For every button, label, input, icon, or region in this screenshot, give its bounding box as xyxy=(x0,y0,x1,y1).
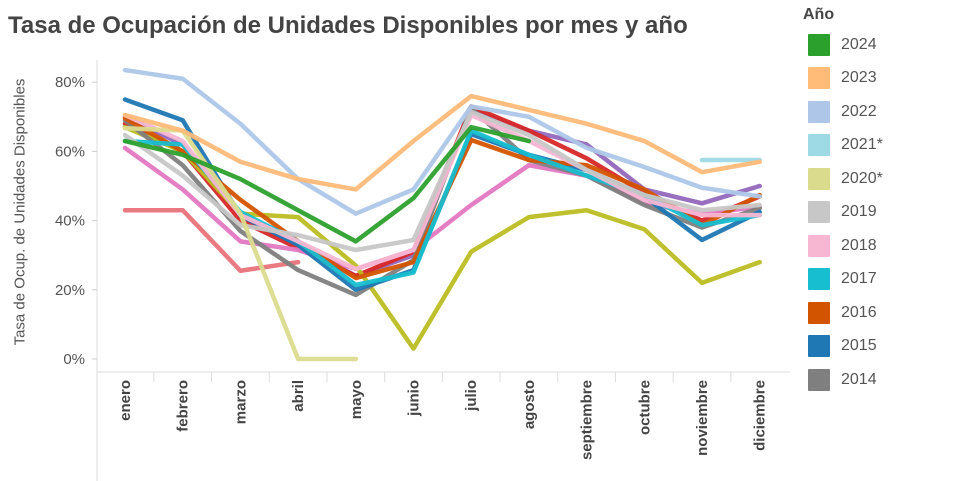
y-tick-label: 20% xyxy=(55,282,85,299)
legend-item-2022[interactable]: 2022 xyxy=(803,95,883,129)
legend-label: 2024 xyxy=(841,35,877,53)
x-tick-label: junio xyxy=(406,380,423,417)
series-line-2022[interactable] xyxy=(122,67,762,216)
legend-label: 2014 xyxy=(841,370,877,388)
legend-item-2019[interactable]: 2019 xyxy=(803,196,883,230)
series-line-2024[interactable] xyxy=(122,124,532,244)
x-tick-label: abril xyxy=(290,380,307,412)
x-tick-label: octubre xyxy=(636,380,653,435)
legend-item-2024[interactable]: 2024 xyxy=(803,28,883,62)
legend-item-2020[interactable]: 2020* xyxy=(803,162,883,196)
series-line-2023[interactable] xyxy=(122,93,762,192)
x-tick-label: noviembre xyxy=(694,380,711,456)
series-line-2020[interactable] xyxy=(122,125,359,362)
y-tick-label: 0% xyxy=(63,351,85,368)
legend-item-2014[interactable]: 2014 xyxy=(803,363,883,397)
legend-swatch xyxy=(808,201,830,224)
x-tick-label: septiembre xyxy=(579,380,596,460)
legend-item-2015[interactable]: 2015 xyxy=(803,330,883,364)
legend-swatch xyxy=(808,335,830,358)
legend-swatch xyxy=(808,301,830,324)
legend-swatch xyxy=(808,33,830,56)
legend-swatch xyxy=(808,67,830,90)
legend-item-2023[interactable]: 2023 xyxy=(803,62,883,96)
chart-title: Tasa de Ocupación de Unidades Disponible… xyxy=(8,12,688,39)
x-tick-label: julio xyxy=(463,380,480,412)
x-tick-label: agosto xyxy=(521,380,538,429)
legend-label: 2015 xyxy=(841,337,877,355)
legend: Año 2024 2023 2022 2021* 2020* 2019 2018 2017 20… xyxy=(803,6,883,397)
x-tick-label: mayo xyxy=(348,380,365,419)
legend-swatch xyxy=(808,268,830,291)
y-tick-label: 80% xyxy=(55,74,85,91)
legend-swatch xyxy=(808,100,830,123)
series-line-unlabeled-0[interactable] xyxy=(122,207,301,274)
legend-label: 2022 xyxy=(841,102,877,120)
legend-label: 2023 xyxy=(841,69,877,87)
legend-swatch xyxy=(808,368,830,391)
legend-item-2021[interactable]: 2021* xyxy=(803,129,883,163)
legend-label: 2016 xyxy=(841,303,877,321)
y-tick-label: 60% xyxy=(55,143,85,160)
legend-item-2016[interactable]: 2016 xyxy=(803,296,883,330)
legend-label: 2019 xyxy=(841,203,877,221)
legend-title: Año xyxy=(803,6,835,23)
legend-swatch xyxy=(808,167,830,190)
legend-label: 2017 xyxy=(841,270,877,288)
legend-label: 2021* xyxy=(841,136,883,154)
legend-label: 2020* xyxy=(841,169,883,187)
x-tick-label: diciembre xyxy=(752,380,769,451)
x-tick-label: marzo xyxy=(232,380,249,424)
x-tick-label: febrero xyxy=(175,380,192,432)
legend-item-2017[interactable]: 2017 xyxy=(803,263,883,297)
legend-swatch xyxy=(808,234,830,257)
y-tick-label: 40% xyxy=(55,213,85,230)
x-tick-label: enero xyxy=(117,380,134,421)
legend-item-2018[interactable]: 2018 xyxy=(803,229,883,263)
legend-label: 2018 xyxy=(841,236,877,254)
legend-swatch xyxy=(808,134,830,157)
series-line-2019[interactable] xyxy=(122,109,762,253)
